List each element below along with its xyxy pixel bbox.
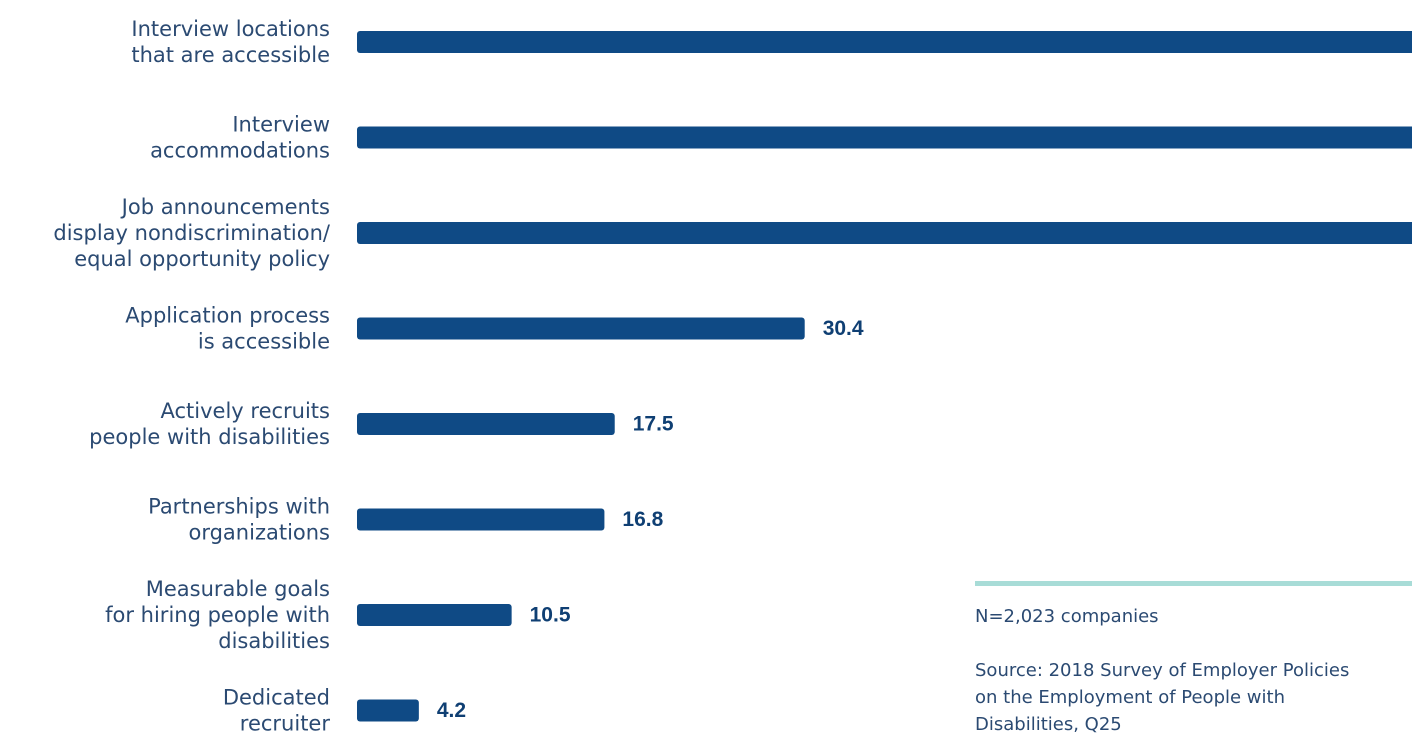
category-label-line: Job announcements [120, 195, 330, 219]
category-label: Partnerships with organizations [148, 495, 330, 545]
bar-value-label: 17.5 [633, 413, 674, 436]
notes-divider [975, 581, 1412, 586]
bar [357, 126, 1412, 149]
bar [357, 31, 1412, 53]
category-label-line: Application process [125, 304, 330, 328]
category-label-line: recruiter [240, 712, 331, 736]
sample-size-note: N=2,023 companies [975, 606, 1159, 627]
category-label-line: Measurable goals [146, 577, 330, 601]
category-label: Interview accommodations [150, 113, 330, 163]
category-label-line: accommodations [150, 139, 330, 163]
bar [357, 604, 512, 626]
bars-group [357, 31, 1412, 722]
bar [357, 222, 1412, 244]
category-label: Job announcements display nondiscriminati… [53, 195, 331, 271]
category-label-line: for hiring people with [105, 603, 330, 627]
category-labels-group: Interview locations that are accessibleIn… [53, 17, 331, 736]
category-label-line: that are accessible [131, 43, 330, 67]
bar-value-label: 10.5 [530, 604, 571, 627]
category-label-line: Actively recruits [161, 399, 331, 423]
bar [357, 413, 615, 435]
category-label: Application process is accessible [125, 304, 330, 354]
category-label-line: Partnerships with [148, 495, 330, 519]
category-label-line: disabilities [218, 629, 330, 653]
category-label-line: Interview [232, 113, 330, 137]
source-note: Source: 2018 Survey of Employer Policies… [975, 660, 1350, 735]
category-label-line: equal opportunity policy [74, 247, 330, 271]
bar [357, 317, 805, 340]
category-label: Measurable goals for hiring people with di… [105, 577, 330, 653]
category-label-line: Dedicated [223, 686, 330, 710]
bar [357, 508, 605, 531]
bar-value-label: 4.2 [437, 699, 466, 722]
category-label-line: display nondiscrimination/ [53, 221, 331, 245]
bar-value-label: 16.8 [622, 508, 663, 531]
value-labels-group: 91.680.574.030.417.516.810.54.2 [437, 317, 864, 722]
category-label: Actively recruits people with disabilitie… [89, 399, 330, 449]
category-label-line: Interview locations [131, 17, 330, 41]
category-label: Dedicated recruiter [223, 686, 331, 736]
bar-value-label: 30.4 [823, 317, 864, 340]
category-label-line: is accessible [198, 330, 330, 354]
category-label-line: people with disabilities [89, 425, 330, 449]
category-label: Interview locations that are accessible [131, 17, 330, 67]
category-label-line: organizations [188, 521, 330, 545]
bar [357, 699, 419, 722]
